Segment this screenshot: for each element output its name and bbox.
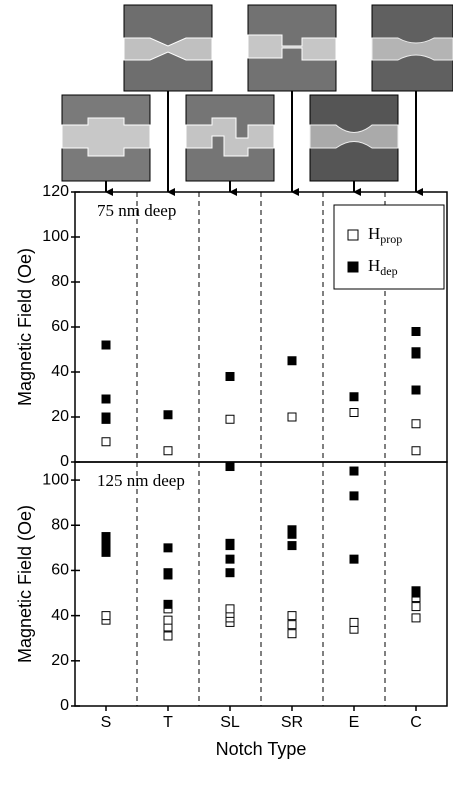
sem-image <box>123 4 213 92</box>
filled-square <box>349 466 359 476</box>
open-square <box>163 446 173 456</box>
open-square <box>411 602 421 612</box>
y-tick-label: 100 <box>42 228 69 245</box>
open-square <box>349 408 359 417</box>
y-tick-label: 80 <box>51 516 69 533</box>
filled-square <box>225 568 235 578</box>
filled-square <box>349 554 359 564</box>
y-tick-label: 40 <box>51 607 69 624</box>
open-square <box>411 419 421 429</box>
filled-square <box>287 529 297 539</box>
filled-square <box>101 547 111 557</box>
filled-square <box>349 392 359 402</box>
arrows <box>105 91 423 196</box>
filled-square <box>163 410 173 420</box>
filled-square <box>163 543 173 553</box>
filled-square <box>349 491 359 501</box>
open-square <box>411 446 421 456</box>
y-tick-label: 100 <box>42 471 69 488</box>
sem-image <box>185 94 275 182</box>
x-tick-label: SL <box>220 714 240 731</box>
open-square <box>101 437 111 447</box>
y-tick-label: 60 <box>51 318 69 335</box>
open-square <box>287 611 297 621</box>
filled-square <box>287 356 297 366</box>
panel-label: 125 nm deep <box>97 471 185 490</box>
open-square <box>349 617 359 627</box>
filled-square <box>163 570 173 580</box>
open-square <box>225 604 235 614</box>
legend-subscript: dep <box>380 264 397 278</box>
filled-square <box>101 340 111 350</box>
y-tick-label: 120 <box>42 183 69 200</box>
legend-name: H <box>368 256 380 275</box>
open-square <box>411 613 421 623</box>
filled-square <box>101 394 111 404</box>
open-square <box>163 631 173 641</box>
sem-image <box>61 94 151 182</box>
legend-entry: Hprop <box>368 224 402 246</box>
open-square <box>287 629 297 639</box>
x-tick-label: C <box>410 714 422 731</box>
legend-marker <box>347 229 359 241</box>
legend-subscript: prop <box>380 232 402 246</box>
y-axis-label: Magnetic Field (Oe) <box>15 248 35 406</box>
open-square <box>163 615 173 625</box>
x-axis-label: Notch Type <box>216 739 307 759</box>
filled-square <box>225 554 235 564</box>
legend-entry: Hdep <box>368 256 398 278</box>
x-tick-label: E <box>349 714 360 731</box>
open-square <box>101 611 111 621</box>
open-square <box>287 412 297 422</box>
open-square <box>287 620 297 630</box>
sem-image <box>309 94 399 182</box>
x-tick-label: S <box>101 714 112 731</box>
y-axis-label: Magnetic Field (Oe) <box>15 505 35 663</box>
filled-square <box>225 372 235 381</box>
sem-image <box>247 4 337 92</box>
y-tick-label: 40 <box>51 363 69 380</box>
filled-square <box>225 541 235 551</box>
panel-label: 75 nm deep <box>97 201 176 220</box>
sem-image <box>371 4 453 92</box>
filled-square <box>225 462 235 472</box>
legend-name: H <box>368 224 380 243</box>
y-tick-label: 20 <box>51 652 69 669</box>
legend-marker <box>347 261 359 273</box>
filled-square <box>411 385 421 395</box>
open-square <box>225 414 235 424</box>
filled-square <box>411 588 421 598</box>
filled-square <box>287 541 297 551</box>
y-tick-label: 80 <box>51 273 69 290</box>
y-tick-label: 60 <box>51 562 69 579</box>
x-tick-label: T <box>163 714 173 731</box>
x-tick-label: SR <box>281 714 303 731</box>
y-tick-label: 0 <box>60 697 69 714</box>
sem-images <box>61 4 453 182</box>
filled-square <box>163 599 173 609</box>
y-tick-label: 20 <box>51 408 69 425</box>
filled-square <box>411 349 421 359</box>
filled-square <box>101 414 111 424</box>
filled-square <box>411 327 421 336</box>
legend-box <box>333 204 445 290</box>
y-tick-label: 0 <box>60 453 69 470</box>
